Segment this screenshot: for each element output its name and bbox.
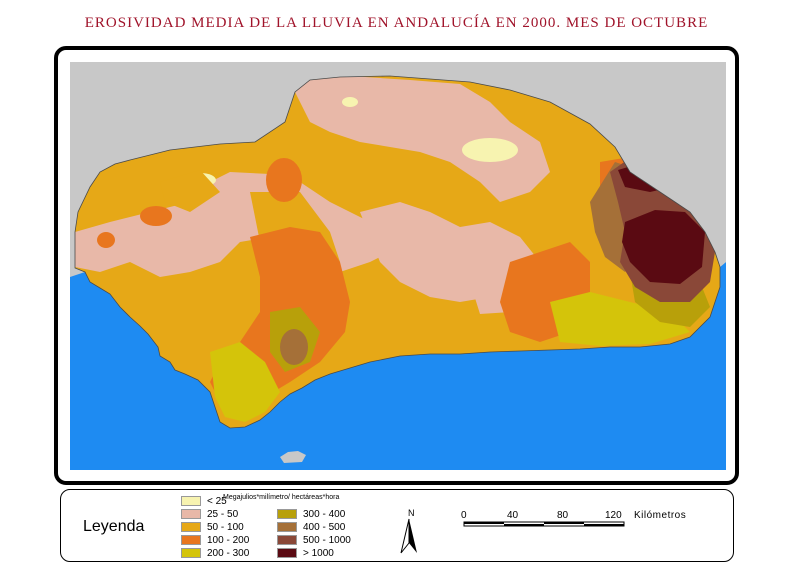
scale-tick-0: 0 [461, 510, 467, 521]
murcia-region [645, 112, 726, 267]
andalucia-map [70, 62, 726, 470]
map-title: EROSIVIDAD MEDIA DE LA LLUVIA EN ANDALUC… [84, 15, 709, 31]
sea [70, 262, 726, 470]
north-arrow-icon [400, 518, 417, 554]
legend-class-2: 50 - 100 [181, 521, 244, 533]
scale-tick-80: 80 [557, 510, 569, 521]
scale-bar [463, 521, 625, 527]
scale-unit: Kilómetros [634, 510, 687, 521]
legend-class-8: > 1000 [277, 547, 334, 559]
legend-swatch [181, 548, 201, 558]
legend-label: 25 - 50 [207, 508, 239, 520]
legend-title: Leyenda [83, 518, 145, 535]
legend-class-5: 300 - 400 [277, 508, 345, 520]
legend-swatch [181, 535, 201, 545]
scale-tick-40: 40 [507, 510, 519, 521]
legend-class-6: 400 - 500 [277, 521, 345, 533]
legend-label: 200 - 300 [207, 547, 250, 559]
legend-units: Megajulios*milímetro/ hectáreas*hora [223, 494, 340, 501]
legend-swatch [277, 535, 297, 545]
erosivity-zones [75, 76, 715, 422]
legend-label: 300 - 400 [303, 508, 346, 520]
legend-swatch [181, 496, 201, 506]
legend-label: 500 - 1000 [303, 534, 351, 546]
legend-class-7: 500 - 1000 [277, 534, 351, 546]
legend-swatch [181, 522, 201, 532]
legend-swatch [277, 522, 297, 532]
north-label: N [408, 508, 415, 518]
legend-class-1: 25 - 50 [181, 508, 238, 520]
legend-label: 50 - 100 [207, 521, 244, 533]
legend-class-3: 100 - 200 [181, 534, 249, 546]
legend-swatch [181, 509, 201, 519]
legend-panel: Leyenda Megajulios*milímetro/ hectáreas*… [60, 489, 734, 562]
legend-label: < 25 [207, 495, 227, 507]
legend-class-0: < 25 [181, 495, 227, 507]
map-frame [54, 46, 739, 485]
north-africa-coast [280, 451, 306, 463]
legend-label: 100 - 200 [207, 534, 250, 546]
legend-swatch [277, 548, 297, 558]
legend-label: > 1000 [303, 547, 334, 559]
legend-swatch [277, 509, 297, 519]
legend-label: 400 - 500 [303, 521, 346, 533]
legend-class-4: 200 - 300 [181, 547, 249, 559]
scale-tick-120: 120 [605, 510, 622, 521]
portugal-region [70, 62, 130, 232]
